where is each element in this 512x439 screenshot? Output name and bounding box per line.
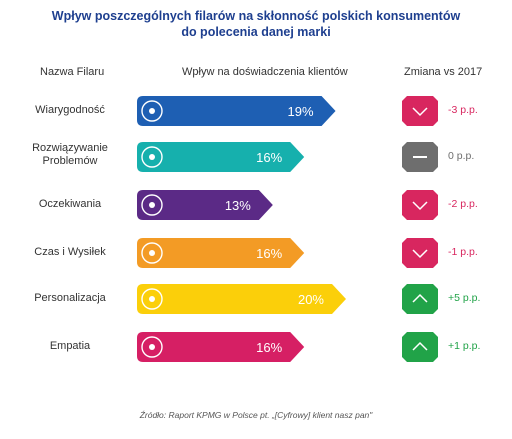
column-header-change: Zmiana vs 2017 [404, 66, 483, 78]
change-marker-2 [402, 190, 438, 220]
value-label-4: 20% [298, 292, 324, 307]
chevron-down-icon [412, 249, 428, 259]
bar-group-4: 20% [137, 284, 346, 314]
change-label-5: +1 p.p. [448, 340, 481, 352]
source-note: Źródło: Raport KPMG w Polsce pt. „[Cyfro… [139, 410, 373, 420]
change-marker-5 [402, 332, 438, 362]
change-marker-1 [402, 142, 438, 172]
change-label-1: 0 p.p. [448, 150, 475, 162]
chevron-down-icon [412, 107, 428, 117]
value-label-1: 16% [256, 150, 282, 165]
bar-group-0: 19% [137, 96, 336, 126]
bar-0 [137, 96, 336, 126]
bar-group-1: 16% [137, 142, 305, 172]
category-label-wiarygodnosc: Wiarygodność [35, 104, 105, 116]
chart-title-line-1: Wpływ poszczególnych filarów na skłonnoś… [51, 9, 461, 23]
value-label-0: 19% [288, 104, 314, 119]
column-header-name: Nazwa Filaru [40, 66, 105, 78]
bar-5 [137, 332, 305, 362]
lightbulb-gear-icon [141, 146, 163, 168]
change-label-2: -2 p.p. [448, 198, 478, 210]
value-label-5: 16% [256, 340, 282, 355]
chevron-up-icon [412, 293, 428, 303]
bar-3 [137, 238, 305, 268]
bar-group-2: 13% [137, 190, 273, 220]
change-marker-3 [402, 238, 438, 268]
hourglass-icon [141, 242, 163, 264]
scales-icon [141, 100, 163, 122]
chevron-up-icon [412, 341, 428, 351]
person-icon [141, 288, 163, 310]
category-label-rozwiazywanie-problemow: Rozwiązywanie Problemów [32, 142, 108, 167]
change-marker-4 [402, 284, 438, 314]
chevron-down-icon [412, 201, 428, 211]
bar-2 [137, 190, 273, 220]
category-label-czas-i-wysilek: Czas i Wysiłek [34, 246, 106, 258]
change-label-3: -1 p.p. [448, 246, 478, 258]
chart-title-line-2: do polecenia danej marki [181, 25, 331, 39]
value-label-2: 13% [225, 198, 251, 213]
empathy-heart-icon [141, 336, 163, 358]
change-marker-0 [402, 96, 438, 126]
value-label-3: 16% [256, 246, 282, 261]
bar-group-5: 16% [137, 332, 305, 362]
change-label-4: +5 p.p. [448, 292, 481, 304]
bar-group-3: 16% [137, 238, 305, 268]
category-label-personalizacja: Personalizacja [34, 292, 106, 304]
bar-4 [137, 284, 346, 314]
category-label-empatia: Empatia [49, 340, 91, 352]
bar-1 [137, 142, 305, 172]
change-label-0: -3 p.p. [448, 104, 478, 116]
category-label-oczekiwania: Oczekiwania [38, 198, 102, 210]
column-header-impact: Wpływ na doświadczenia klientów [182, 66, 348, 78]
expectation-sign-icon [141, 194, 163, 216]
